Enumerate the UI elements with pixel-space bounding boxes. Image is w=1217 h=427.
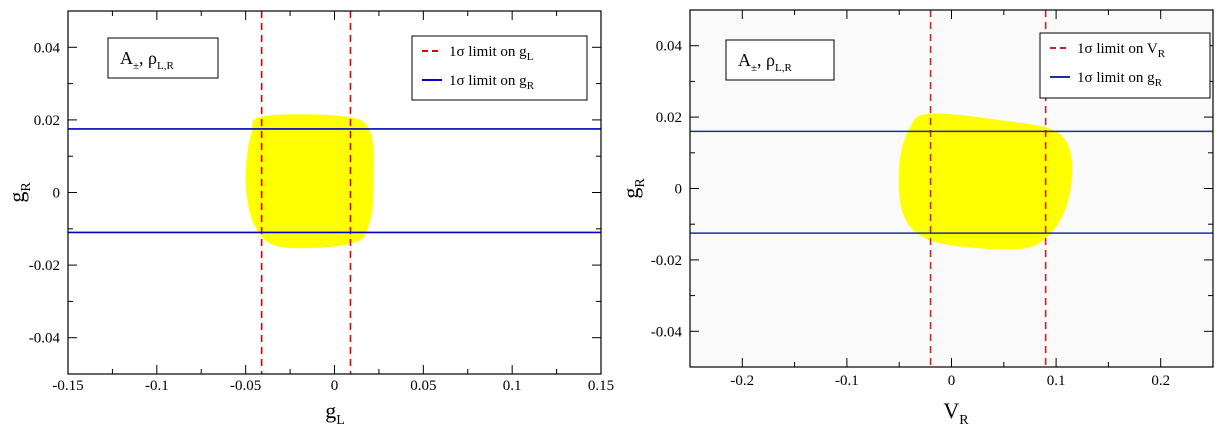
x-tick-label: 0.1 — [1047, 373, 1066, 389]
y-axis-title-group: gR — [618, 178, 648, 199]
y-axis-title-sub: R — [19, 182, 34, 192]
x-tick-label: -0.1 — [145, 378, 169, 394]
legend-label-1-sub: L — [527, 51, 534, 63]
y-axis-title-main: g — [4, 192, 29, 203]
legend-box — [1039, 32, 1211, 99]
x-axis-title-main: g — [325, 398, 336, 423]
x-tick-label: 0 — [331, 378, 339, 394]
legend-label-1: 1σ limit on gL — [449, 44, 534, 63]
y-axis-title-sub: R — [633, 178, 648, 188]
annotation-second-sub: L,R — [157, 60, 174, 72]
legend-label-2-main: 1σ limit on g — [1077, 70, 1155, 86]
y-tick-label: 0 — [53, 186, 61, 202]
legend-box — [411, 35, 588, 101]
allowed-region — [245, 114, 374, 249]
x-tick-label: 0.2 — [1151, 373, 1170, 389]
y-axis-title-main: g — [618, 188, 643, 199]
y-tick-label: -0.04 — [29, 331, 61, 347]
x-tick-label: 0.05 — [410, 378, 436, 394]
chart-panel-2: -0.2 -0.1 0 0.1 0.2-0.04-0.0200.020.04VRgRA±… — [618, 9, 1214, 427]
x-tick-label: 0 — [948, 373, 956, 389]
legend-label-1: 1σ limit on VR — [1077, 41, 1166, 60]
legend-label-2-main: 1σ limit on g — [449, 73, 527, 89]
legend-label-1-sub: R — [1158, 48, 1166, 60]
y-tick-label: -0.02 — [29, 258, 60, 274]
x-tick-label: -0.15 — [52, 378, 83, 394]
x-tick-label: 0.15 — [588, 378, 614, 394]
x-tick-label: -0.05 — [230, 378, 261, 394]
annotation-main-sub: ± — [133, 60, 139, 72]
legend-label-1-main: 1σ limit on V — [1077, 41, 1158, 57]
x-tick-label: -0.2 — [730, 373, 754, 389]
legend-label-2-sub: R — [527, 80, 535, 92]
x-axis-title-sub: L — [336, 413, 345, 427]
allowed-region — [898, 113, 1073, 250]
legend-label-2: 1σ limit on gR — [449, 73, 535, 92]
annotation-main: A — [738, 50, 751, 70]
legend-label-1-main: 1σ limit on g — [449, 44, 527, 60]
y-tick-label: 0.04 — [34, 40, 61, 56]
y-tick-label: 0.02 — [656, 110, 682, 126]
x-axis-title: VR — [943, 398, 969, 427]
y-axis-title: gR — [4, 182, 34, 203]
legend-label-2: 1σ limit on gR — [1077, 70, 1163, 89]
annotation-second-sub: L,R — [775, 62, 792, 74]
x-tick-label: 0.1 — [503, 378, 522, 394]
y-axis-title: gR — [618, 178, 648, 199]
x-axis-title-main: V — [943, 398, 959, 423]
y-tick-label: 0.04 — [656, 39, 683, 55]
y-tick-label: -0.02 — [651, 253, 682, 269]
annotation-text: A±, ρL,R — [738, 50, 793, 74]
y-axis-title-group: gR — [4, 182, 34, 203]
legend-label-2-sub: R — [1155, 77, 1163, 89]
x-tick-label: -0.1 — [835, 373, 859, 389]
annotation-second: ρ — [148, 48, 157, 68]
x-axis-title-sub: R — [959, 413, 969, 427]
annotation-main: A — [120, 48, 133, 68]
annotation-sep: , — [139, 48, 148, 68]
annotation-text: A±, ρL,R — [120, 48, 175, 72]
annotation-main-sub: ± — [751, 62, 757, 74]
x-axis-title: gL — [325, 398, 345, 427]
annotation-sep: , — [757, 50, 766, 70]
y-tick-label: 0.02 — [34, 113, 60, 129]
y-tick-label: -0.04 — [651, 324, 683, 340]
y-tick-label: 0 — [675, 182, 683, 198]
annotation-box — [725, 39, 835, 81]
chart-panel-1: -0.15 -0.1 -0.05 0 0.05 0.1 0.15 -0.04 -0.02 0 0.0… — [4, 10, 614, 427]
annotation-box — [107, 37, 219, 79]
annotation-second: ρ — [766, 50, 775, 70]
